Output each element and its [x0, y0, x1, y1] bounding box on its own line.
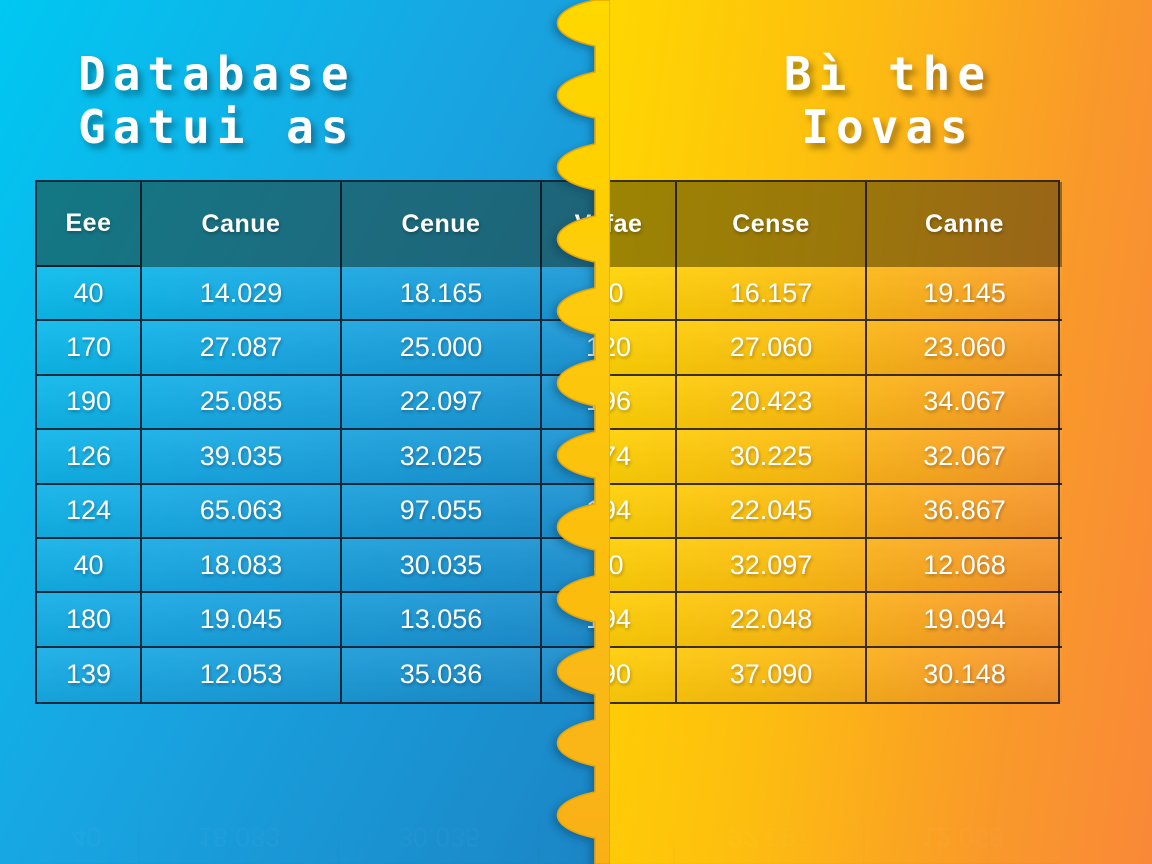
table-cell: 30.035: [342, 538, 542, 594]
table-cell: 39.035: [142, 430, 342, 485]
table-cell: 18.083: [140, 808, 340, 864]
right-title: Bì the Iovas: [783, 47, 993, 155]
table-cell: 12.053: [142, 647, 342, 703]
table-cell: 174: [542, 430, 677, 485]
table-cell: 19.045: [140, 754, 340, 809]
table-cell: 40: [542, 267, 677, 322]
table-cell: 32.067: [867, 430, 1062, 485]
column-header-canne: Canne: [867, 182, 1062, 267]
table-cell: 35.036: [340, 700, 540, 755]
table-cell: 30.225: [677, 430, 867, 485]
table-cell: 190: [542, 647, 677, 703]
data-table: Eee Canue Cenue Vefae Cense Canne 40 14.0…: [35, 180, 1062, 705]
table-cell: 25.085: [142, 375, 342, 431]
table-cell: 180: [37, 593, 142, 648]
column-header-eee: Eee: [37, 182, 142, 267]
table-cell: 30.148: [867, 647, 1062, 703]
table-cell: 40: [542, 538, 677, 594]
table-cell: 139: [37, 647, 142, 703]
table-cell: 190: [37, 375, 142, 431]
table-cell: 40: [35, 808, 140, 864]
table-cell: 22.045: [677, 484, 867, 539]
column-header-canue: Canue: [142, 182, 342, 267]
table-cell: 12.053: [140, 700, 340, 755]
left-title: Database Gatui as: [78, 47, 356, 155]
table-cell: 12.068: [867, 538, 1062, 594]
table-cell: 25.000: [342, 321, 542, 376]
table-cell: 19.094: [867, 593, 1062, 648]
table-cell: 18.083: [142, 538, 342, 594]
table-cell: 35.036: [342, 647, 542, 703]
table-cell: 23.060: [867, 321, 1062, 376]
table-cell: 18.165: [342, 267, 542, 322]
table-cell: 14.029: [142, 267, 342, 322]
table-cell: 36.867: [867, 484, 1062, 539]
table-cell: 120: [542, 321, 677, 376]
table-cell: 27.087: [142, 321, 342, 376]
table-cell: 40: [37, 267, 142, 322]
table-cell: 32.025: [342, 430, 542, 485]
column-header-cense: Cense: [677, 182, 867, 267]
table-cell: 180: [35, 754, 140, 809]
table-cell: 196: [542, 375, 677, 431]
table-cell: 139: [35, 700, 140, 755]
table-cell: 34.067: [867, 375, 1062, 431]
table-cell: 37.090: [677, 647, 867, 703]
column-header-vefae: Vefae: [542, 182, 677, 267]
column-header-cenue: Cenue: [342, 182, 542, 267]
table-cell: 124: [37, 484, 142, 539]
table-cell: 27.060: [677, 321, 867, 376]
table-cell: 40: [37, 538, 142, 594]
table-cell: 194: [542, 593, 677, 648]
table-cell: 97.055: [342, 484, 542, 539]
table-cell: 65.063: [142, 484, 342, 539]
table-cell: 32.097: [677, 538, 867, 594]
table-cell: 30.035: [340, 808, 540, 864]
table-cell: 22.048: [677, 593, 867, 648]
table-cell: 126: [37, 430, 142, 485]
table-cell: 13.056: [342, 593, 542, 648]
table-cell: 16.157: [677, 267, 867, 322]
table-cell: 194: [542, 484, 677, 539]
table-cell: 170: [37, 321, 142, 376]
table-cell: 20.423: [677, 375, 867, 431]
table-cell: 22.097: [342, 375, 542, 431]
table-cell: 19.045: [142, 593, 342, 648]
table-cell: 13.056: [340, 754, 540, 809]
table-cell: 19.145: [867, 267, 1062, 322]
